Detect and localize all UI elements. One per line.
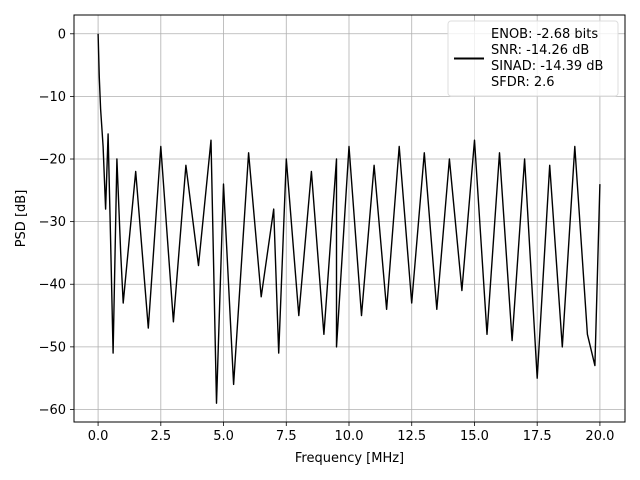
legend: ENOB: -2.68 bits SNR: -14.26 dB SINAD: -… xyxy=(447,20,619,97)
psd-series-line xyxy=(97,33,601,404)
legend-entry-snr: SNR: -14.26 dB xyxy=(491,43,589,58)
x-tick-label: 12.5 xyxy=(397,429,426,444)
legend-box xyxy=(447,20,619,97)
x-tick-label: 17.5 xyxy=(523,429,552,444)
x-axis-ticks: 0.0 2.5 5.0 7.5 10.0 12.5 15.0 17.5 20.0 xyxy=(88,422,614,444)
y-tick-label: −30 xyxy=(39,215,66,230)
y-tick-label: −50 xyxy=(39,340,66,355)
plot-area xyxy=(97,33,601,404)
y-tick-label: −60 xyxy=(39,403,66,418)
x-tick-label: 0.0 xyxy=(88,429,109,444)
x-tick-label: 5.0 xyxy=(213,429,234,444)
y-axis-ticks: 0 −10 −20 −30 −40 −50 −60 xyxy=(39,27,74,418)
y-tick-label: 0 xyxy=(58,27,66,42)
y-tick-label: −10 xyxy=(39,90,66,105)
legend-entry-sfdr: SFDR: 2.6 xyxy=(491,75,555,90)
legend-entry-enob: ENOB: -2.68 bits xyxy=(491,27,598,42)
x-tick-label: 20.0 xyxy=(585,429,614,444)
x-tick-label: 7.5 xyxy=(276,429,297,444)
x-axis-label: Frequency [MHz] xyxy=(295,451,404,466)
legend-entry-sinad: SINAD: -14.39 dB xyxy=(491,59,603,74)
y-axis-label: PSD [dB] xyxy=(14,190,29,248)
x-tick-label: 15.0 xyxy=(460,429,489,444)
y-tick-label: −40 xyxy=(39,278,66,293)
axes-frame xyxy=(73,14,626,423)
x-tick-label: 2.5 xyxy=(150,429,171,444)
x-tick-label: 10.0 xyxy=(335,429,364,444)
y-tick-label: −20 xyxy=(39,153,66,168)
